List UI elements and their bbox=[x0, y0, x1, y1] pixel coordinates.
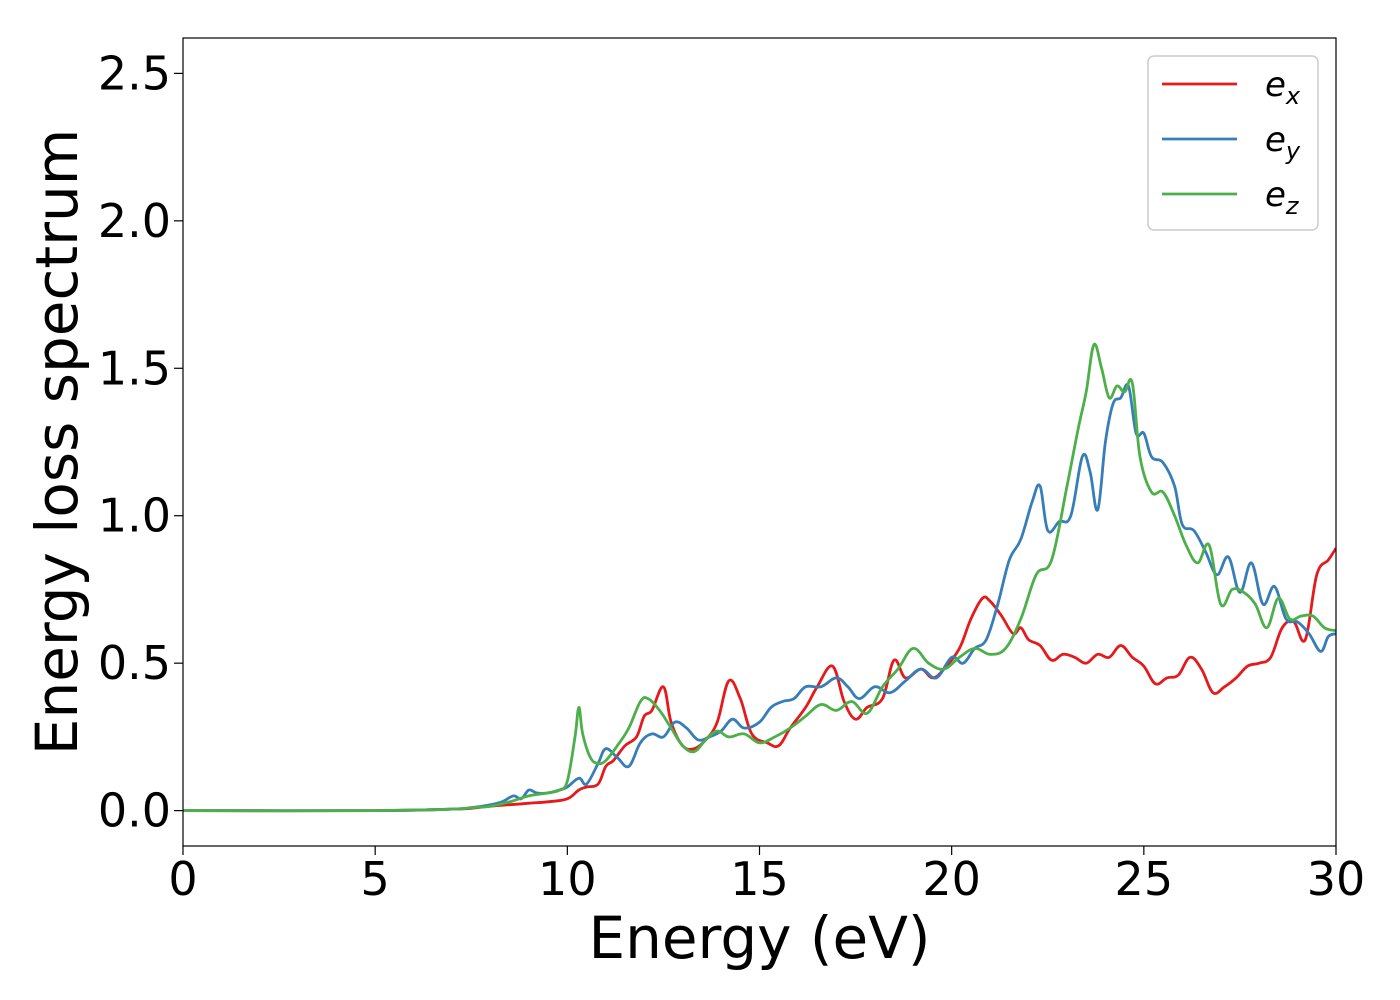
legend-box bbox=[1147, 55, 1319, 231]
x-tick-label: 25 bbox=[1115, 852, 1174, 906]
series-line-x bbox=[183, 547, 1336, 813]
legend-label-x: ex bbox=[1265, 65, 1301, 110]
series-line-y bbox=[183, 383, 1336, 813]
series-layer bbox=[183, 342, 1336, 813]
y-tick-label: 1.0 bbox=[98, 489, 171, 543]
y-tick-label: 0.5 bbox=[98, 636, 171, 690]
x-tick-label: 30 bbox=[1307, 852, 1366, 906]
legend-label-sub: z bbox=[1285, 192, 1300, 220]
x-tick-label: 5 bbox=[361, 852, 390, 906]
legend-label-z: ez bbox=[1265, 175, 1300, 220]
legend-label-base: e bbox=[1265, 65, 1286, 105]
x-axis-label: Energy (eV) bbox=[588, 904, 930, 972]
legend-label-sub: y bbox=[1285, 137, 1301, 165]
series-line-z bbox=[183, 342, 1336, 813]
x-tick-label: 20 bbox=[922, 852, 981, 906]
y-tick-label: 2.5 bbox=[98, 46, 171, 100]
legend-label-base: e bbox=[1265, 175, 1286, 215]
legend-label-sub: x bbox=[1285, 82, 1301, 110]
y-axis-label: Energy loss spectrum bbox=[23, 129, 91, 755]
x-tick-label: 15 bbox=[730, 852, 789, 906]
x-tick-label: 0 bbox=[168, 852, 197, 906]
x-axis: 0 5 10 15 20 25 30 bbox=[168, 846, 1365, 906]
x-tick-label: 10 bbox=[538, 852, 597, 906]
legend-label-y: ey bbox=[1265, 120, 1301, 165]
y-tick-label: 1.5 bbox=[98, 341, 171, 395]
y-axis: 0.0 0.5 1.0 1.5 2.0 2.5 bbox=[98, 46, 183, 838]
y-tick-label: 2.0 bbox=[98, 194, 171, 248]
legend-label-base: e bbox=[1265, 120, 1286, 160]
y-tick-label: 0.0 bbox=[98, 784, 171, 838]
